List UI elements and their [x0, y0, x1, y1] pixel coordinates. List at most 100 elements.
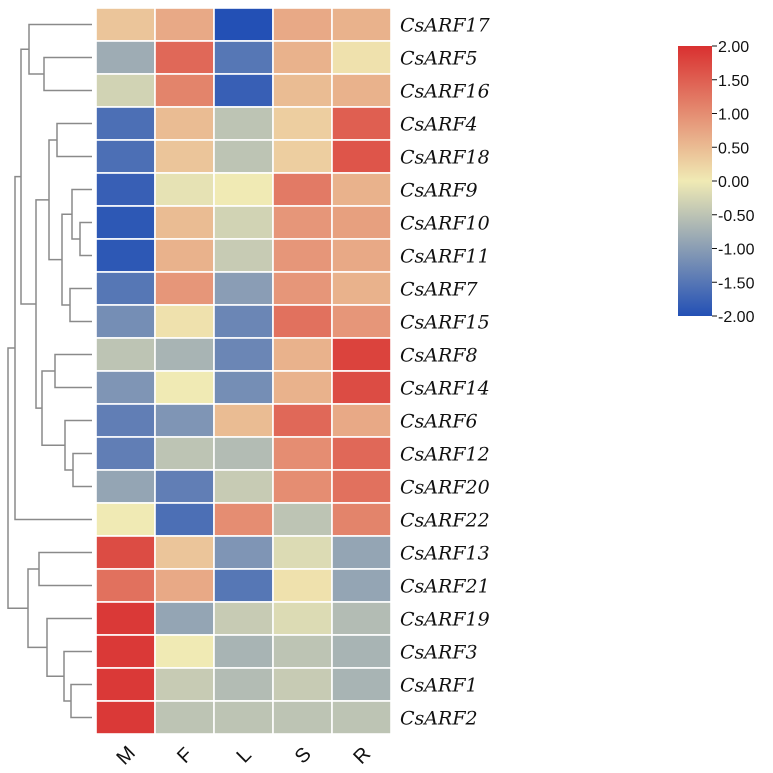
heatmap-cell-CsARF22-S — [272, 502, 333, 537]
row-label: CsARF9 — [400, 180, 478, 202]
heatmap-cell-CsARF22-L — [213, 502, 274, 537]
heatmap-cell-CsARF5-M — [95, 40, 156, 75]
row-label: CsARF20 — [400, 477, 490, 499]
heatmap-cell-CsARF20-L — [213, 469, 274, 504]
heatmap-cell-CsARF11-R — [331, 238, 392, 273]
heatmap-cell-CsARF13-F — [154, 535, 215, 570]
heatmap-cell-CsARF12-R — [331, 436, 392, 471]
dendrogram-branch — [79, 221, 92, 257]
heatmap-cell-CsARF19-S — [272, 601, 333, 636]
dendrogram-branch — [48, 139, 62, 261]
heatmap-cell-CsARF20-M — [95, 469, 156, 504]
heatmap-cell-CsARF20-R — [331, 469, 392, 504]
heatmap-cell-CsARF21-F — [154, 568, 215, 603]
heatmap-cell-CsARF10-M — [95, 205, 156, 240]
heatmap-cell-CsARF9-M — [95, 172, 156, 207]
row-label: CsARF4 — [400, 114, 478, 136]
heatmap-cell-CsARF3-M — [95, 634, 156, 669]
dendrogram-branch — [69, 287, 92, 323]
heatmap-cell-CsARF14-S — [272, 370, 333, 405]
dendrogram-branch — [63, 650, 92, 702]
heatmap-cell-CsARF19-F — [154, 601, 215, 636]
heatmap-cell-CsARF6-F — [154, 403, 215, 438]
heatmap-cell-CsARF20-S — [272, 469, 333, 504]
heatmap-cell-CsARF7-M — [95, 271, 156, 306]
heatmap-cell-CsARF10-S — [272, 205, 333, 240]
heatmap-cell-CsARF7-R — [331, 271, 392, 306]
dendrogram-branch — [46, 617, 92, 677]
dendrogram-branch — [64, 419, 92, 471]
heatmap-cells — [95, 7, 392, 735]
dendrogram-branch — [28, 23, 92, 75]
heatmap-cell-CsARF6-R — [331, 403, 392, 438]
heatmap-cell-CsARF16-M — [95, 73, 156, 108]
heatmap-cell-CsARF12-F — [154, 436, 215, 471]
dendrogram-branch — [41, 370, 65, 446]
dendrogram-branch — [72, 452, 92, 488]
column-label: R — [349, 743, 375, 769]
row-labels: CsARF17 CsARF5 CsARF16 CsARF4 CsARF18 CsARF9 C… — [400, 15, 491, 730]
heatmap-cell-CsARF8-M — [95, 337, 156, 372]
heatmap-cell-CsARF3-L — [213, 634, 274, 669]
heatmap-cell-CsARF10-R — [331, 205, 392, 240]
dendrogram-branch — [7, 347, 28, 609]
column-label: S — [291, 743, 316, 768]
heatmap-cell-CsARF1-S — [272, 667, 333, 702]
heatmap-cell-CsARF15-R — [331, 304, 392, 339]
column-label: L — [232, 744, 255, 767]
row-label: CsARF5 — [400, 48, 478, 70]
row-label: CsARF22 — [400, 510, 490, 532]
row-label: CsARF14 — [400, 378, 490, 400]
heatmap-cell-CsARF13-L — [213, 535, 274, 570]
heatmap-cell-CsARF1-R — [331, 667, 392, 702]
heatmap-cell-CsARF21-M — [95, 568, 156, 603]
heatmap-cell-CsARF13-M — [95, 535, 156, 570]
heatmap-cell-CsARF15-M — [95, 304, 156, 339]
heatmap-cell-CsARF1-F — [154, 667, 215, 702]
colorbar-tick-label: 1.00 — [718, 107, 749, 124]
heatmap-cell-CsARF3-S — [272, 634, 333, 669]
heatmap-cell-CsARF1-M — [95, 667, 156, 702]
heatmap-cell-CsARF11-S — [272, 238, 333, 273]
heatmap-cell-CsARF1-L — [213, 667, 274, 702]
colorbar-gradient — [678, 46, 712, 316]
heatmap-cell-CsARF22-M — [95, 502, 156, 537]
row-label: CsARF19 — [400, 609, 490, 631]
heatmap-cell-CsARF10-L — [213, 205, 274, 240]
row-label: CsARF3 — [400, 642, 478, 664]
heatmap-cell-CsARF5-S — [272, 40, 333, 75]
row-label: CsARF6 — [400, 411, 478, 433]
heatmap-cell-CsARF8-L — [213, 337, 274, 372]
heatmap-cell-CsARF7-F — [154, 271, 215, 306]
heatmap-cell-CsARF5-R — [331, 40, 392, 75]
heatmap-cell-CsARF20-F — [154, 469, 215, 504]
heatmap-cell-CsARF12-S — [272, 436, 333, 471]
heatmap-cell-CsARF2-M — [95, 700, 156, 735]
colorbar-tick-label: -2.00 — [718, 309, 755, 326]
heatmap-cell-CsARF19-L — [213, 601, 274, 636]
heatmap-cell-CsARF4-S — [272, 106, 333, 141]
heatmap-cell-CsARF17-L — [213, 7, 274, 42]
row-label: CsARF1 — [400, 675, 478, 697]
heatmap-cell-CsARF2-R — [331, 700, 392, 735]
dendrogram-branch — [20, 48, 36, 305]
column-label: F — [173, 744, 197, 768]
heatmap-cell-CsARF4-R — [331, 106, 392, 141]
heatmap-cell-CsARF19-M — [95, 601, 156, 636]
row-label: CsARF12 — [400, 444, 490, 466]
heatmap-cell-CsARF2-F — [154, 700, 215, 735]
dendrogram-branch — [54, 353, 92, 389]
dendrogram-branch — [56, 122, 92, 158]
heatmap-cell-CsARF21-S — [272, 568, 333, 603]
heatmap-cell-CsARF17-F — [154, 7, 215, 42]
heatmap-cell-CsARF22-F — [154, 502, 215, 537]
row-label: CsARF15 — [400, 312, 490, 334]
heatmap-cell-CsARF16-L — [213, 73, 274, 108]
heatmap-cell-CsARF5-F — [154, 40, 215, 75]
heatmap-cell-CsARF9-L — [213, 172, 274, 207]
heatmap-cell-CsARF12-L — [213, 436, 274, 471]
row-label: CsARF21 — [400, 576, 490, 598]
colorbar-tick-label: 0.50 — [718, 140, 749, 157]
